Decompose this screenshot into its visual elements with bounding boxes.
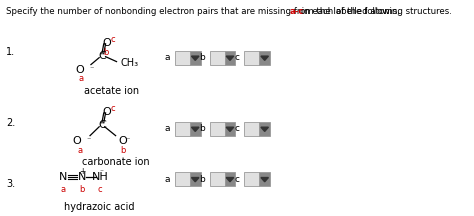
Text: O: O xyxy=(102,38,110,48)
Text: acetate ion: acetate ion xyxy=(83,86,139,96)
Text: 3.: 3. xyxy=(6,179,15,189)
Bar xyxy=(259,122,270,136)
Text: in each of the following structures.: in each of the following structures. xyxy=(299,7,452,16)
Text: N: N xyxy=(78,172,86,182)
Text: b: b xyxy=(200,53,205,62)
Bar xyxy=(175,51,190,65)
Text: b: b xyxy=(200,175,205,184)
Bar xyxy=(245,51,259,65)
Text: Specify the number of nonbonding electron pairs that are missing from the labell: Specify the number of nonbonding electro… xyxy=(6,7,402,16)
Text: b: b xyxy=(79,185,84,194)
Text: hydrazoic acid: hydrazoic acid xyxy=(64,202,134,212)
Bar xyxy=(259,172,270,186)
Bar xyxy=(259,51,270,65)
Text: O: O xyxy=(102,107,110,117)
Text: b: b xyxy=(120,146,126,154)
Text: a: a xyxy=(78,75,83,83)
Bar xyxy=(245,122,259,136)
Polygon shape xyxy=(261,56,268,60)
Text: c: c xyxy=(235,124,240,133)
Polygon shape xyxy=(191,127,199,132)
Text: ⁻: ⁻ xyxy=(126,136,130,145)
Text: C: C xyxy=(98,120,106,130)
Text: N: N xyxy=(59,172,68,182)
Bar xyxy=(175,122,190,136)
Text: CH₃: CH₃ xyxy=(120,58,138,68)
Bar xyxy=(225,122,235,136)
Text: carbonate ion: carbonate ion xyxy=(82,157,149,167)
Polygon shape xyxy=(226,56,234,60)
Text: a: a xyxy=(61,185,66,194)
Text: O: O xyxy=(75,65,83,75)
Text: a: a xyxy=(165,53,171,62)
Bar xyxy=(175,172,190,186)
Text: c: c xyxy=(110,104,115,113)
Bar xyxy=(210,122,225,136)
Text: O: O xyxy=(72,136,81,146)
Text: ⁻: ⁻ xyxy=(86,136,91,145)
Text: +: + xyxy=(80,167,86,176)
Bar xyxy=(245,172,259,186)
Text: c: c xyxy=(110,35,115,44)
Bar xyxy=(190,172,201,186)
Polygon shape xyxy=(191,178,199,182)
Bar xyxy=(225,172,235,186)
Text: a-c: a-c xyxy=(290,7,304,16)
Text: O: O xyxy=(118,136,127,146)
Polygon shape xyxy=(226,127,234,132)
Bar xyxy=(225,51,235,65)
Text: 2.: 2. xyxy=(6,118,15,128)
Text: a: a xyxy=(165,175,171,184)
Text: a: a xyxy=(165,124,171,133)
Text: C: C xyxy=(98,51,106,61)
Text: ⁻: ⁻ xyxy=(99,167,103,176)
Text: b: b xyxy=(104,48,109,57)
Polygon shape xyxy=(261,178,268,182)
Text: 1.: 1. xyxy=(6,47,15,57)
Bar xyxy=(210,51,225,65)
Text: ⁻: ⁻ xyxy=(89,65,93,74)
Text: a: a xyxy=(77,146,82,154)
Text: b: b xyxy=(200,124,205,133)
Bar xyxy=(190,51,201,65)
Text: c: c xyxy=(235,53,240,62)
Text: c: c xyxy=(98,185,102,194)
Polygon shape xyxy=(261,127,268,132)
Polygon shape xyxy=(226,178,234,182)
Polygon shape xyxy=(191,56,199,60)
Text: c: c xyxy=(235,175,240,184)
Text: NH: NH xyxy=(91,172,109,182)
Bar xyxy=(210,172,225,186)
Bar xyxy=(190,122,201,136)
